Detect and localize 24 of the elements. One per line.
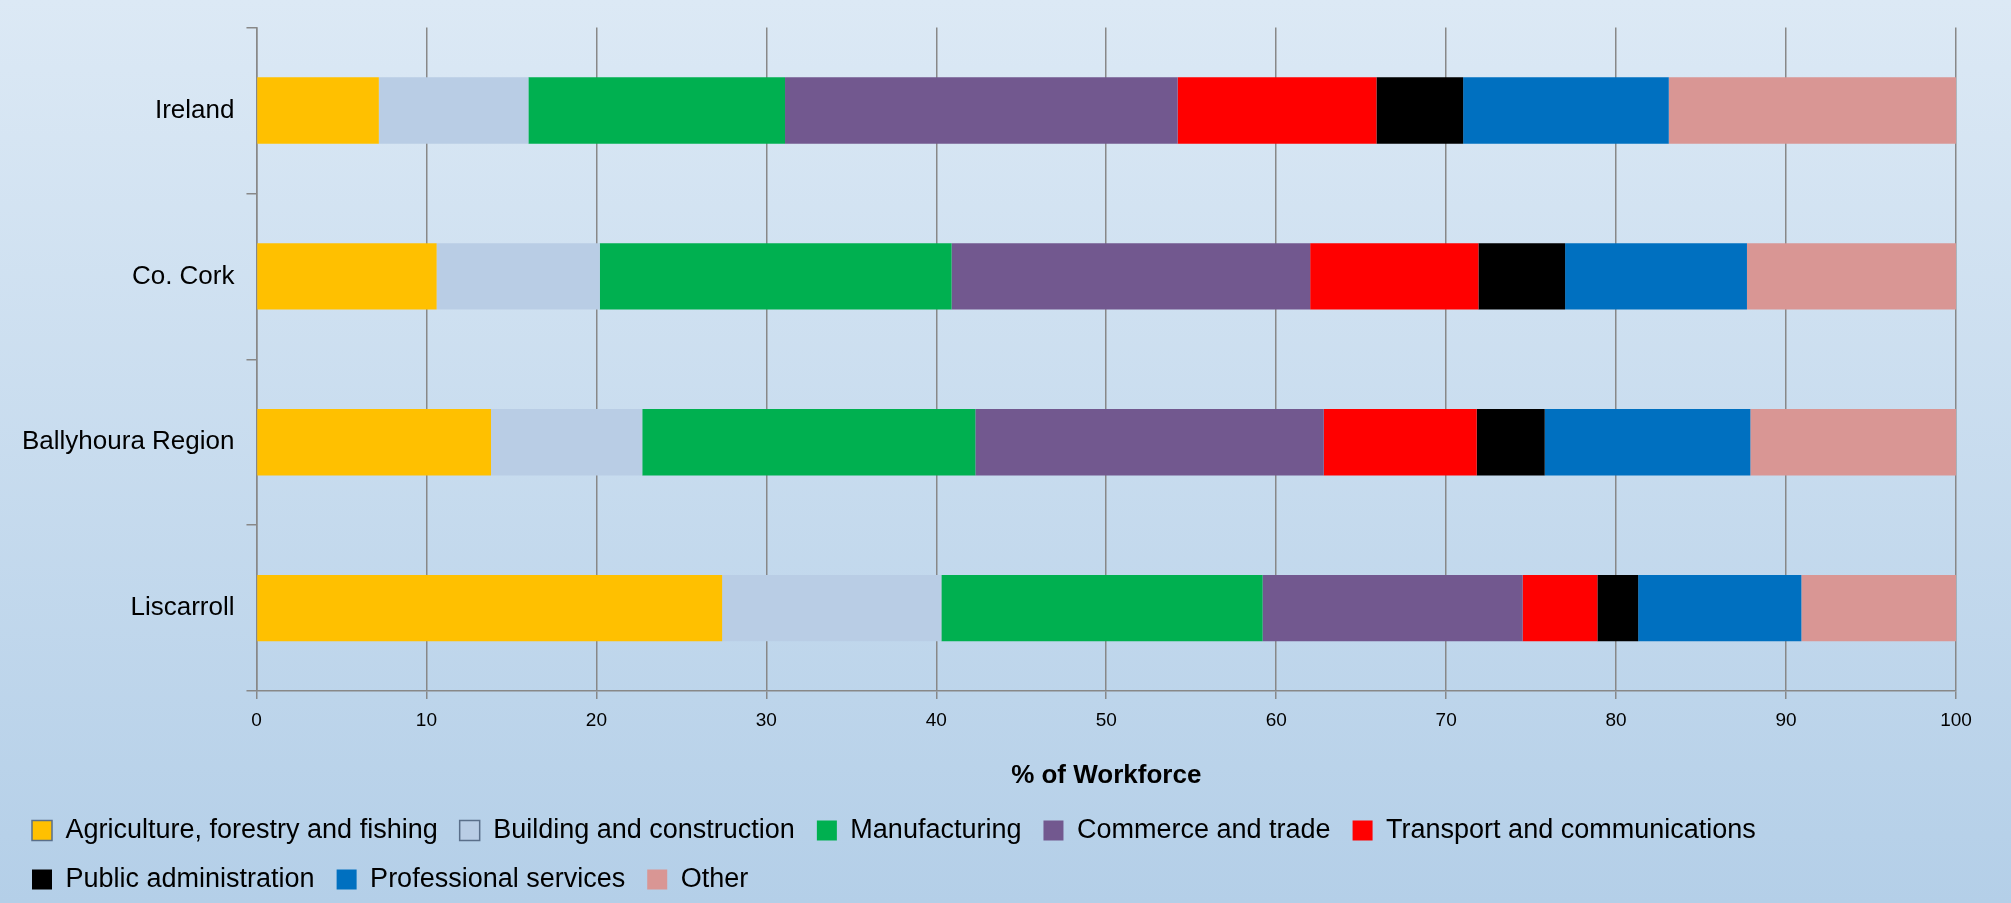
legend-label: Professional services [370, 862, 626, 893]
legend-label: Public administration [65, 862, 315, 893]
legend-label: Commerce and trade [1076, 813, 1331, 844]
legend-label: Manufacturing [850, 813, 1022, 844]
x-tick-label: 60 [1265, 708, 1287, 730]
x-tick-label: 20 [585, 708, 607, 730]
x-tick-label: 80 [1605, 708, 1627, 730]
x-tick-label: 100 [1940, 708, 1972, 730]
y-tick-label: Ireland [154, 93, 235, 124]
x-tick-label: 40 [925, 708, 947, 730]
y-tick-label: Ballyhoura Region [22, 425, 235, 456]
legend-label: Building and construction [493, 813, 795, 844]
y-tick-label: Co. Cork [131, 259, 236, 290]
x-tick-label: 10 [415, 708, 437, 730]
x-tick-label: 90 [1775, 708, 1797, 730]
x-tick-label: 70 [1435, 708, 1457, 730]
x-tick-label: 0 [251, 708, 262, 730]
legend-label: Agriculture, forestry and fishing [65, 813, 438, 844]
legend-label: Transport and communications [1386, 813, 1756, 844]
legend-label: Other [680, 862, 749, 893]
x-tick-label: 50 [1095, 708, 1117, 730]
x-axis-title: % of Workforce [1011, 758, 1202, 789]
y-tick-label: Liscarroll [130, 591, 235, 622]
x-tick-label: 30 [755, 708, 777, 730]
